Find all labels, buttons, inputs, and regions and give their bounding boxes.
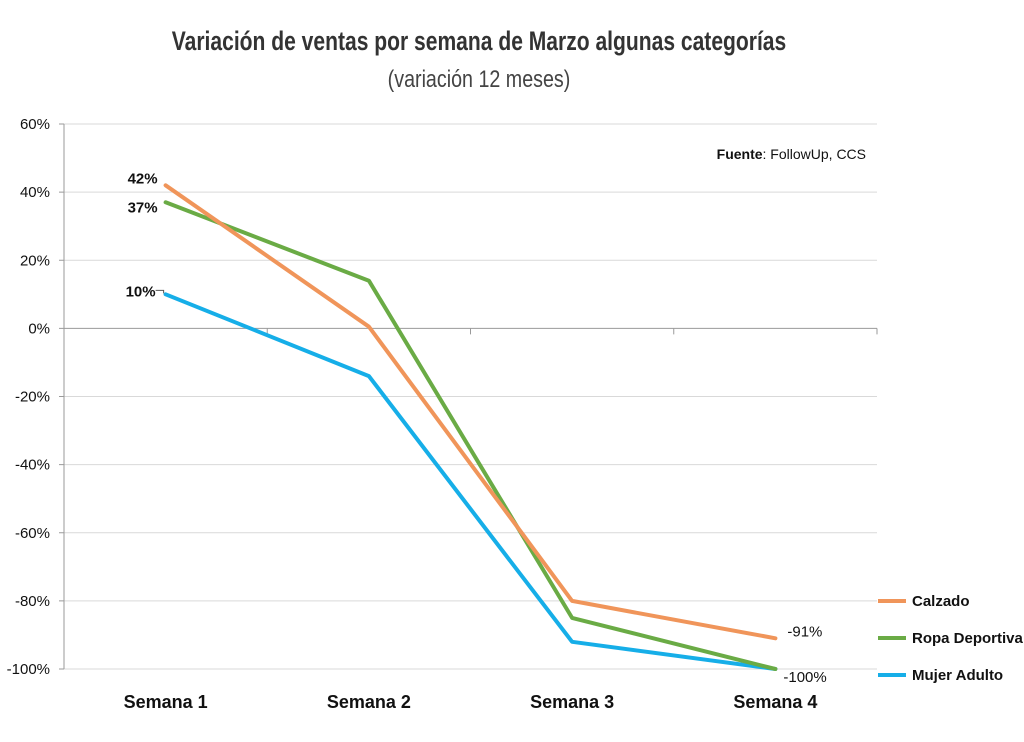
gridlines xyxy=(64,123,877,670)
x-tick-label: Semana 4 xyxy=(733,692,817,712)
data-label-leader xyxy=(155,289,165,294)
chart-title: Variación de ventas por semana de Marzo … xyxy=(171,26,787,56)
data-labels: 42% 37% 10% -91% -100% xyxy=(126,170,827,686)
x-tick-label: Semana 1 xyxy=(124,692,208,712)
y-tick-label: 60% xyxy=(20,116,50,133)
y-axis-ticks: 60% 40% 20% 0% -20% -40% -60% -80% -100% xyxy=(7,116,64,678)
source-text: : FollowUp, CCS xyxy=(762,146,866,162)
legend-label: Calzado xyxy=(912,593,970,610)
data-label: 10% xyxy=(126,283,156,300)
y-tick-label: -60% xyxy=(15,525,50,542)
y-tick-label: -40% xyxy=(15,457,50,474)
y-tick-label: 0% xyxy=(28,320,50,337)
series-line xyxy=(163,292,778,671)
y-tick-label: 40% xyxy=(20,184,50,201)
legend-label: Mujer Adulto xyxy=(912,667,1003,684)
x-axis-ticks: Semana 1 Semana 2 Semana 3 Semana 4 xyxy=(124,692,818,712)
data-label: 37% xyxy=(128,199,158,216)
chart-subtitle: (variación 12 meses) xyxy=(387,66,571,93)
y-tick-label: -80% xyxy=(15,593,50,610)
legend: Calzado Ropa Deportiva Mujer Adulto xyxy=(878,593,1024,684)
legend-label: Ropa Deportiva xyxy=(912,630,1024,647)
data-label: 42% xyxy=(128,170,158,187)
data-label: -100% xyxy=(783,669,826,686)
series-lines xyxy=(163,183,778,671)
source-label: Fuente xyxy=(716,146,763,162)
y-tick-label: 20% xyxy=(20,252,50,269)
source-note: Fuente: FollowUp, CCS xyxy=(700,146,866,162)
x-tick-label: Semana 2 xyxy=(327,692,411,712)
data-label: -91% xyxy=(787,623,822,640)
y-tick-label: -20% xyxy=(15,389,50,406)
x-tick-label: Semana 3 xyxy=(530,692,614,712)
y-tick-label: -100% xyxy=(7,661,50,678)
series-line xyxy=(163,200,778,671)
series-line xyxy=(163,183,778,641)
